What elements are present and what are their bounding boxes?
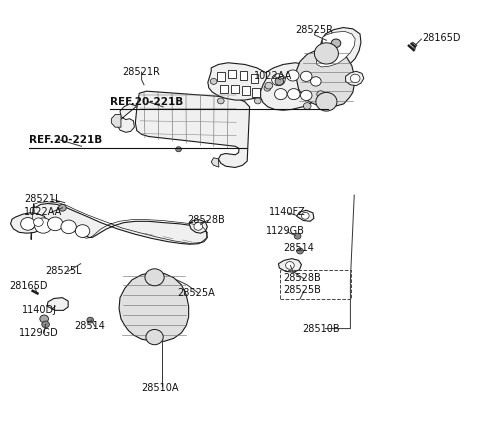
Text: REF.20-221B: REF.20-221B <box>29 135 102 145</box>
Text: 28528B: 28528B <box>187 215 225 226</box>
Circle shape <box>272 74 285 86</box>
Circle shape <box>42 321 49 328</box>
Polygon shape <box>316 31 355 67</box>
Text: 28525L: 28525L <box>46 266 82 276</box>
Polygon shape <box>189 220 207 233</box>
Circle shape <box>314 43 338 64</box>
Circle shape <box>317 91 324 98</box>
Text: 28510A: 28510A <box>142 383 179 393</box>
Circle shape <box>331 39 341 47</box>
Text: 1022AA: 1022AA <box>24 207 62 217</box>
Circle shape <box>217 98 224 104</box>
Circle shape <box>275 89 287 100</box>
Circle shape <box>146 329 163 345</box>
Circle shape <box>264 85 271 91</box>
Text: 1129GB: 1129GB <box>266 226 305 236</box>
Polygon shape <box>31 204 207 244</box>
Circle shape <box>145 269 164 286</box>
Circle shape <box>61 220 76 234</box>
Text: 28514: 28514 <box>283 243 314 253</box>
Circle shape <box>75 225 90 237</box>
Circle shape <box>194 223 203 230</box>
Text: 1129GD: 1129GD <box>19 328 59 338</box>
Circle shape <box>59 204 66 211</box>
Circle shape <box>301 212 309 219</box>
Bar <box>240 71 247 80</box>
Circle shape <box>210 78 217 84</box>
Bar <box>251 74 258 83</box>
Circle shape <box>303 103 311 109</box>
Circle shape <box>34 218 43 226</box>
Circle shape <box>297 248 303 254</box>
Bar <box>220 85 228 93</box>
Circle shape <box>48 217 63 231</box>
Circle shape <box>300 71 312 81</box>
Text: 28165D: 28165D <box>10 281 48 291</box>
Text: 28525A: 28525A <box>178 287 216 298</box>
Circle shape <box>21 218 35 230</box>
Polygon shape <box>278 259 301 272</box>
Circle shape <box>265 82 273 89</box>
Bar <box>217 72 225 81</box>
Polygon shape <box>261 63 325 110</box>
Circle shape <box>287 70 299 81</box>
Polygon shape <box>135 91 250 167</box>
Polygon shape <box>297 49 354 107</box>
Text: REF.20-221B: REF.20-221B <box>110 97 184 107</box>
Bar <box>228 70 236 78</box>
Text: 1140FZ: 1140FZ <box>269 207 306 217</box>
Polygon shape <box>118 104 137 132</box>
Circle shape <box>176 147 181 152</box>
Text: 28521R: 28521R <box>122 67 160 77</box>
Circle shape <box>350 74 360 83</box>
Circle shape <box>87 317 94 323</box>
Text: 28514: 28514 <box>74 321 105 332</box>
Bar <box>231 85 239 93</box>
Polygon shape <box>311 28 361 72</box>
Polygon shape <box>47 298 68 310</box>
Circle shape <box>300 90 312 100</box>
Circle shape <box>286 262 294 269</box>
Bar <box>242 86 250 95</box>
Circle shape <box>294 233 301 239</box>
Text: 28525R: 28525R <box>295 25 333 35</box>
Text: 28528B: 28528B <box>283 273 321 283</box>
Circle shape <box>311 77 321 86</box>
Polygon shape <box>208 63 271 100</box>
Text: 1140DJ: 1140DJ <box>22 304 57 315</box>
Text: 28525B: 28525B <box>283 285 321 296</box>
Text: 28521L: 28521L <box>24 194 60 204</box>
Text: 1022AA: 1022AA <box>254 71 293 81</box>
Text: 28510B: 28510B <box>302 324 340 334</box>
Polygon shape <box>111 114 121 127</box>
Circle shape <box>254 98 261 104</box>
Polygon shape <box>119 272 189 341</box>
Polygon shape <box>211 158 219 167</box>
Text: 28165D: 28165D <box>422 33 461 43</box>
Polygon shape <box>297 210 314 221</box>
Circle shape <box>35 218 52 233</box>
Circle shape <box>316 92 337 111</box>
Circle shape <box>288 89 300 100</box>
Circle shape <box>275 78 284 85</box>
Circle shape <box>40 315 48 323</box>
Bar <box>280 270 351 299</box>
Polygon shape <box>346 71 364 86</box>
Bar <box>252 88 260 97</box>
Polygon shape <box>11 213 47 233</box>
